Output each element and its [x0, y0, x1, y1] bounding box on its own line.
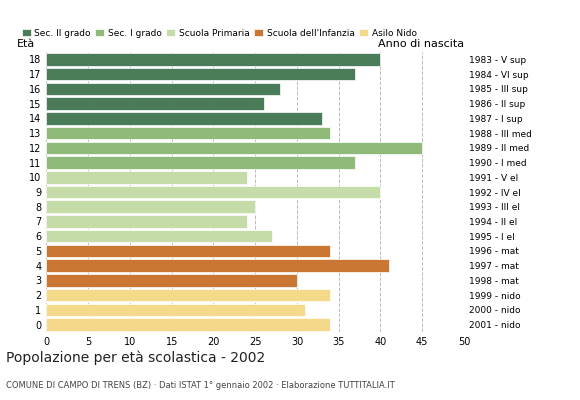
Text: Popolazione per età scolastica - 2002: Popolazione per età scolastica - 2002: [6, 350, 265, 365]
Bar: [46, 97, 263, 110]
Bar: [46, 112, 322, 124]
Bar: [46, 260, 389, 272]
Bar: [46, 186, 380, 198]
Bar: [46, 68, 356, 80]
Bar: [46, 289, 331, 302]
Bar: [46, 142, 422, 154]
Bar: [46, 230, 272, 242]
Bar: [46, 171, 247, 184]
Bar: [46, 53, 380, 66]
Bar: [46, 215, 247, 228]
Bar: [46, 245, 331, 257]
Bar: [46, 304, 305, 316]
Bar: [46, 127, 331, 139]
Bar: [46, 274, 297, 287]
Bar: [46, 200, 255, 213]
Text: Età: Età: [17, 39, 35, 49]
Bar: [46, 156, 356, 169]
Text: COMUNE DI CAMPO DI TRENS (BZ) · Dati ISTAT 1° gennaio 2002 · Elaborazione TUTTIT: COMUNE DI CAMPO DI TRENS (BZ) · Dati IST…: [6, 381, 394, 390]
Text: Anno di nascita: Anno di nascita: [378, 39, 464, 49]
Bar: [46, 82, 280, 95]
Legend: Sec. II grado, Sec. I grado, Scuola Primaria, Scuola dell'Infanzia, Asilo Nido: Sec. II grado, Sec. I grado, Scuola Prim…: [21, 28, 417, 38]
Bar: [46, 318, 331, 331]
